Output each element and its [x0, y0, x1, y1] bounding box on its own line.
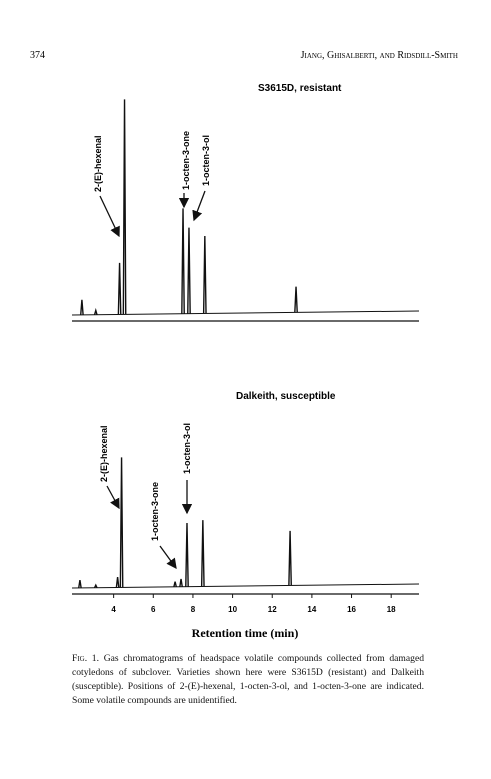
caption-label: Fig. 1. [72, 653, 99, 664]
peak [78, 580, 82, 589]
peak [122, 99, 127, 315]
arrow [99, 195, 120, 238]
x-tick-label: 18 [387, 605, 396, 614]
x-tick-label: 12 [268, 605, 277, 614]
peak [173, 581, 177, 587]
peak [80, 299, 84, 315]
annotation: 2-(E)-hexenal [99, 425, 109, 482]
peak [294, 286, 298, 313]
peak [288, 530, 292, 586]
annotation: 1-octen-3-ol [201, 135, 211, 186]
annotation: 1-octen-3-ol [182, 423, 192, 474]
x-tick-label: 14 [307, 605, 316, 614]
caption-text: Gas chromatograms of headspace volatile … [72, 653, 424, 706]
x-tick-label: 4 [111, 605, 116, 614]
peak [187, 227, 191, 314]
peak [181, 208, 185, 314]
baseline-trace [71, 310, 420, 316]
page-number: 374 [30, 50, 45, 61]
baseline-trace [71, 583, 420, 589]
peak [202, 236, 207, 314]
annotation: 2-(E)-hexenal [93, 135, 103, 192]
x-tick-label: 6 [151, 605, 156, 614]
running-head: Jiang, Ghisalberti, and Ridsdill-Smith [301, 50, 458, 61]
peak [93, 583, 98, 589]
x-tick-label: 16 [347, 605, 356, 614]
x-tick-label: 10 [228, 605, 237, 614]
arrow [106, 485, 120, 510]
caption: Fig. 1. Gas chromatograms of headspace v… [72, 652, 424, 708]
x-tick-label: 8 [191, 605, 196, 614]
annotation: 1-octen-3-one [181, 131, 191, 190]
peak [117, 262, 122, 315]
peak [179, 578, 183, 587]
panel-title: Dalkeith, susceptible [236, 391, 336, 402]
x-axis-title: Retention time (min) [192, 626, 299, 640]
arrow [192, 190, 206, 222]
arrow [159, 545, 177, 570]
panel-title: S3615D, resistant [258, 83, 342, 94]
annotation: 1-octen-3-one [150, 482, 160, 541]
peak [119, 457, 124, 588]
peak [93, 307, 98, 315]
peak [115, 576, 120, 588]
peak [200, 520, 205, 587]
peak [185, 522, 189, 587]
